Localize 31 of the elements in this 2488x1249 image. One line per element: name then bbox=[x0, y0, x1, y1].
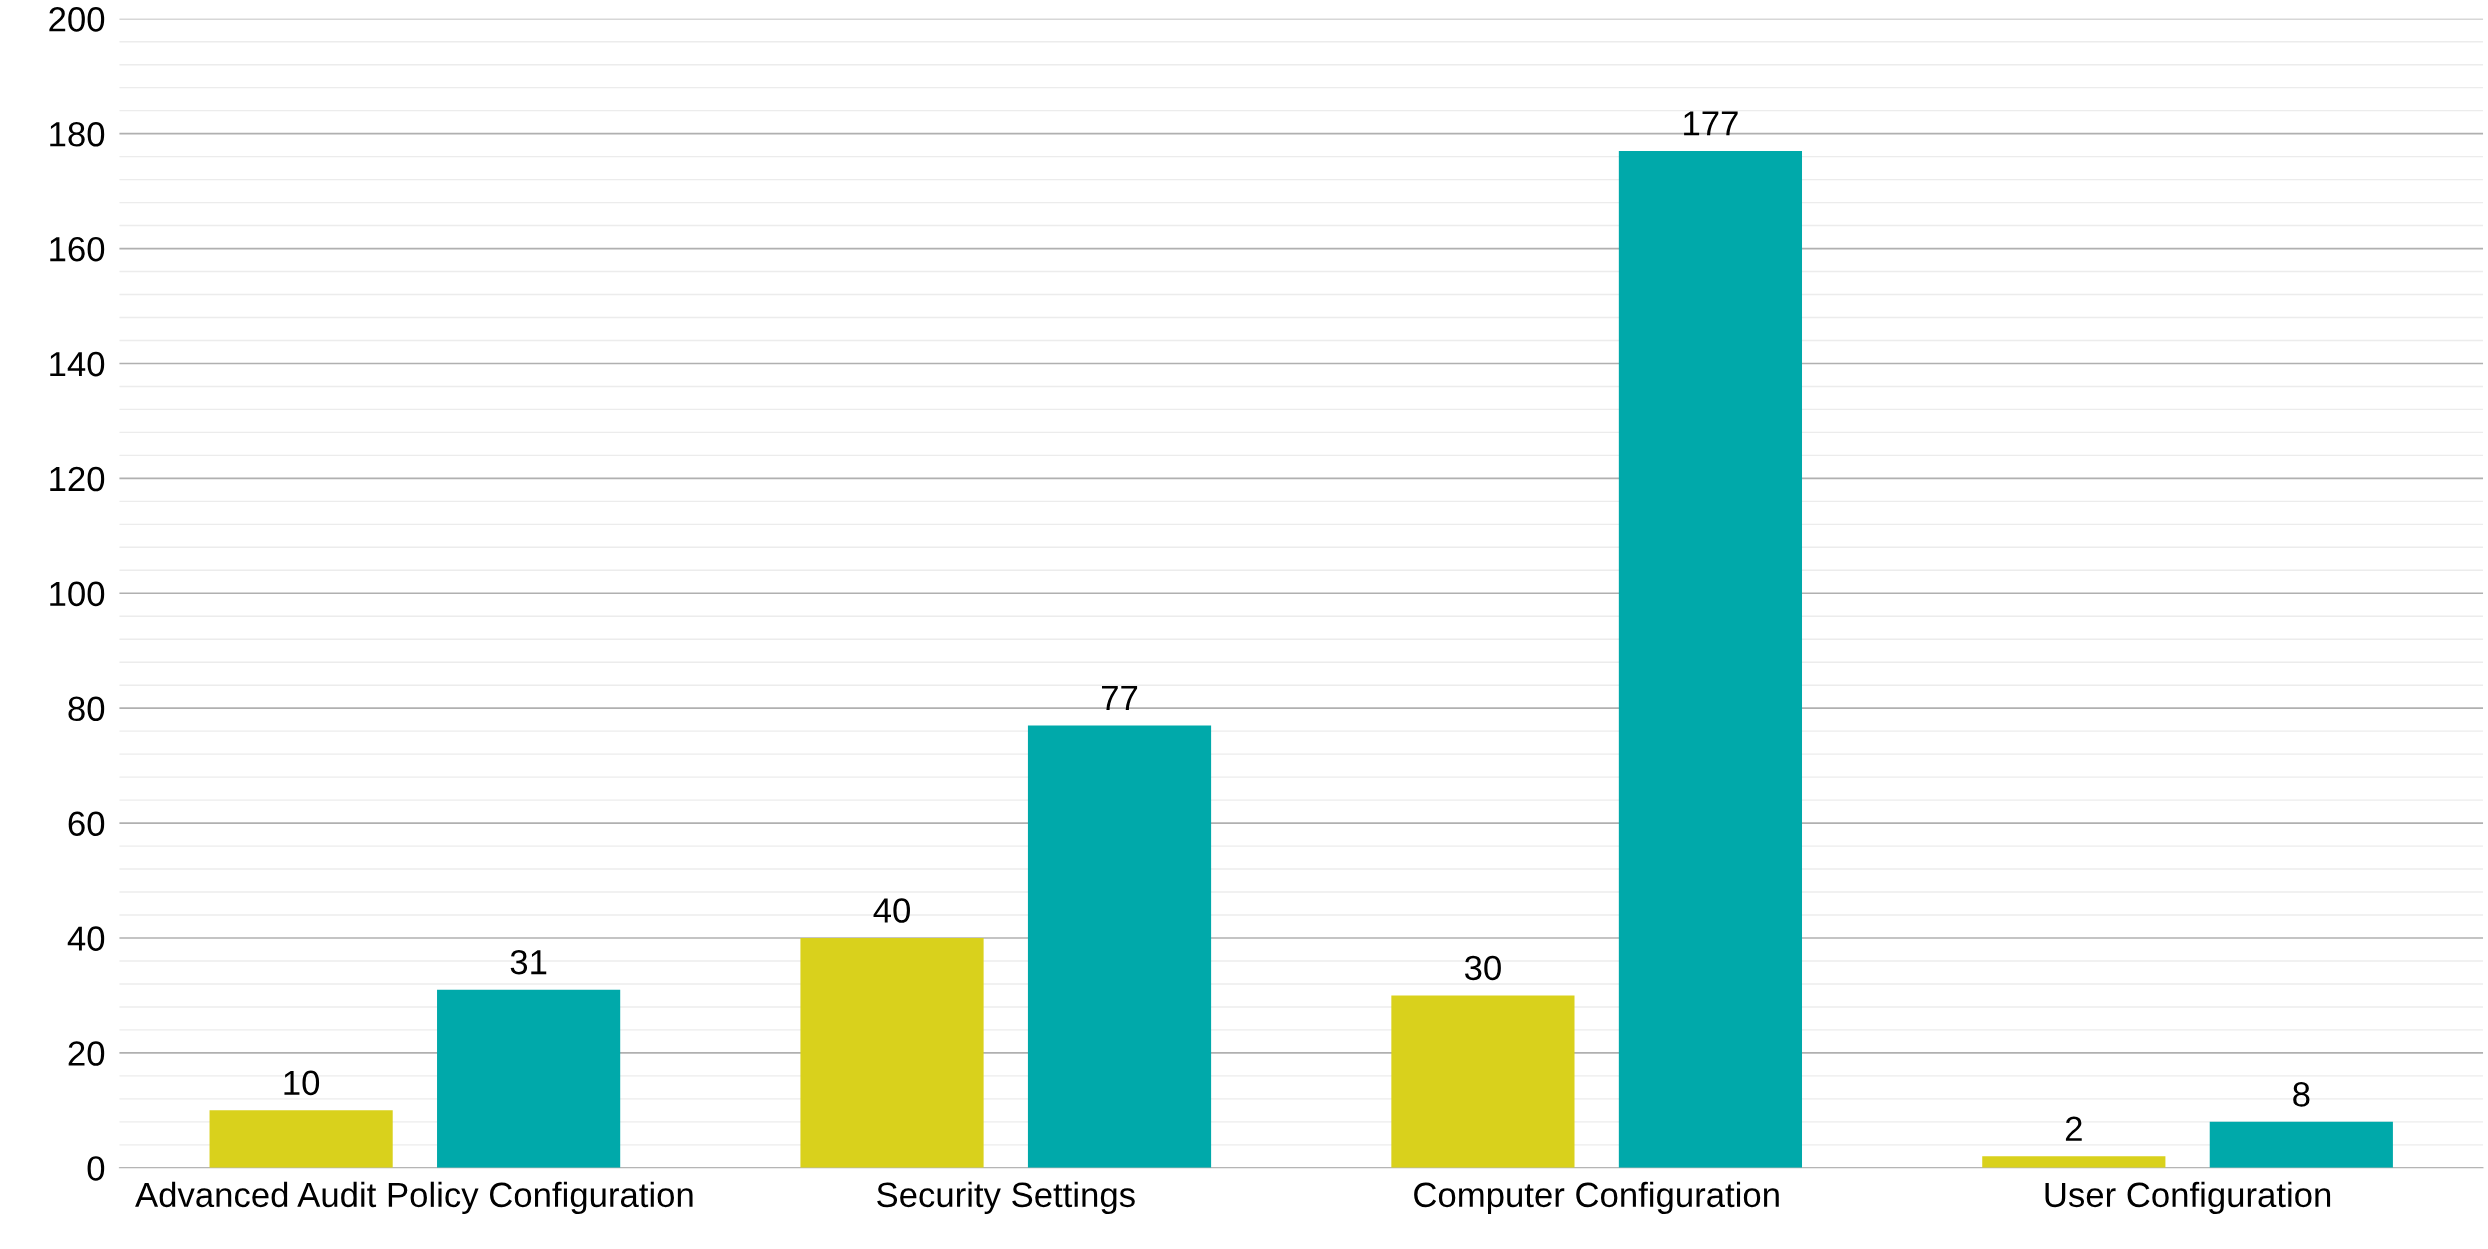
y-tick-label: 120 bbox=[50, 466, 105, 492]
y-tick-label: 200 bbox=[49, 7, 105, 32]
y-tick-label: 180 bbox=[50, 121, 105, 147]
data-label: 30 bbox=[1464, 955, 1501, 981]
x-tick-label: Computer Configuration bbox=[1414, 1181, 1779, 1215]
x-tick-label: Security Settings bbox=[877, 1181, 1135, 1215]
data-label: 77 bbox=[1101, 685, 1138, 710]
bar bbox=[800, 938, 984, 1168]
y-tick-label: 80 bbox=[68, 696, 105, 722]
y-tick-label: 20 bbox=[68, 1041, 105, 1066]
y-tick-label: 100 bbox=[50, 581, 105, 607]
data-label: 10 bbox=[284, 1070, 320, 1096]
y-tick-label: 60 bbox=[68, 811, 105, 837]
bar bbox=[1027, 725, 1212, 1168]
data-label: 31 bbox=[510, 949, 547, 975]
bar bbox=[2209, 1121, 2393, 1168]
x-tick-label: Advanced Audit Policy Configuration bbox=[135, 1181, 693, 1215]
bar bbox=[437, 989, 621, 1168]
data-label: 2 bbox=[2065, 1116, 2082, 1141]
bar bbox=[1391, 995, 1575, 1168]
data-label: 8 bbox=[2293, 1082, 2310, 1107]
y-tick-label: 140 bbox=[50, 351, 105, 377]
bar bbox=[1618, 150, 1803, 1168]
y-tick-label: 160 bbox=[50, 236, 105, 262]
y-tick-label: 0 bbox=[87, 1156, 105, 1181]
data-label: 177 bbox=[1684, 111, 1738, 136]
bar bbox=[1982, 1156, 2166, 1168]
bar bbox=[209, 1110, 393, 1168]
x-tick-label: User Configuration bbox=[2045, 1181, 2331, 1215]
data-label: 40 bbox=[873, 898, 910, 923]
y-tick-label: 40 bbox=[67, 926, 105, 951]
